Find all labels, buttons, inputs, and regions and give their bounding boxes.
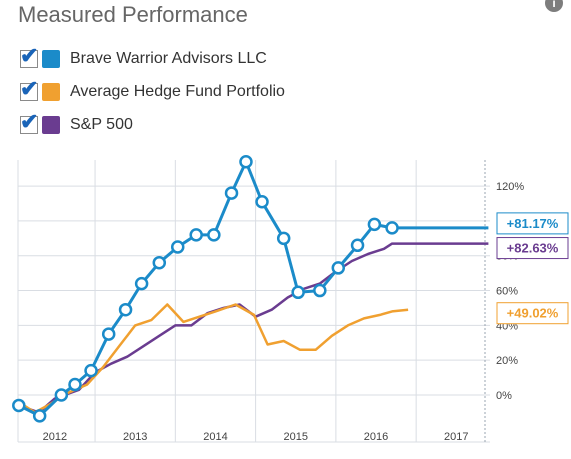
end-label-hedge-fund: +49.02%	[496, 302, 569, 325]
legend-item-hedge-fund[interactable]: ✔ Average Hedge Fund Portfolio	[20, 78, 285, 103]
plot-area	[18, 160, 490, 442]
series-markers	[12, 154, 399, 423]
data-point[interactable]	[170, 240, 185, 254]
info-icon[interactable]: i	[545, 0, 563, 12]
data-point[interactable]	[367, 217, 382, 232]
legend-swatch-brave-warrior	[42, 50, 60, 68]
end-label-box	[496, 212, 569, 235]
legend-label-brave-warrior: Brave Warrior Advisors LLC	[70, 50, 267, 67]
data-point[interactable]	[331, 261, 346, 275]
data-point[interactable]	[291, 285, 305, 300]
y-tick-label: 0%	[496, 390, 512, 402]
legend-item-sp500[interactable]: ✔ S&P 500	[20, 111, 285, 136]
x-tick-label: 2012	[43, 431, 67, 443]
x-tick-label: 2016	[364, 431, 388, 443]
data-point[interactable]	[189, 228, 203, 242]
end-labels: +49.02% +82.63% +81.17%	[496, 212, 569, 325]
data-point[interactable]	[68, 377, 82, 392]
end-label-sp500: +82.63%	[496, 237, 569, 260]
data-point[interactable]	[207, 228, 221, 242]
data-point[interactable]	[84, 363, 98, 378]
legend-swatch-sp500	[42, 116, 60, 134]
y-tick-label: 60%	[496, 286, 518, 298]
data-point[interactable]	[224, 186, 239, 200]
data-point[interactable]	[385, 221, 399, 235]
x-tick-label: 2017	[444, 431, 468, 443]
y-tick-label: 120%	[496, 181, 524, 193]
checkmark-icon: ✔	[20, 43, 39, 68]
legend-checkbox-brave-warrior[interactable]: ✔	[20, 45, 38, 68]
data-point[interactable]	[239, 154, 253, 169]
data-point[interactable]	[32, 409, 47, 423]
data-point[interactable]	[313, 283, 327, 298]
end-label-box	[496, 237, 569, 260]
legend-swatch-hedge-fund	[42, 83, 60, 101]
legend-label-sp500: S&P 500	[70, 116, 133, 133]
legend-checkbox-sp500[interactable]: ✔	[20, 111, 38, 134]
data-point[interactable]	[276, 231, 291, 246]
y-tick-label: 20%	[496, 355, 518, 367]
data-point[interactable]	[255, 195, 269, 209]
x-axis-ticks: 2012 2013 2014 2015 2016 2017	[43, 431, 469, 443]
data-point[interactable]	[12, 398, 26, 413]
end-label-text: +49.02%	[507, 306, 559, 321]
end-label-text: +82.63%	[507, 241, 559, 256]
data-point[interactable]	[54, 388, 69, 402]
data-point[interactable]	[134, 276, 149, 291]
end-label-text: +81.17%	[507, 216, 559, 231]
checkmark-icon: ✔	[20, 109, 39, 134]
legend-label-hedge-fund: Average Hedge Fund Portfolio	[70, 83, 285, 100]
legend-checkbox-hedge-fund[interactable]: ✔	[20, 78, 38, 101]
data-point[interactable]	[152, 255, 167, 270]
data-point[interactable]	[101, 327, 116, 341]
series-line-1	[18, 303, 409, 414]
data-point[interactable]	[350, 238, 365, 253]
legend-item-brave-warrior[interactable]: ✔ Brave Warrior Advisors LLC	[20, 45, 285, 70]
end-label-brave-warrior: +81.17%	[496, 212, 569, 235]
chart-title: Measured Performance	[18, 2, 248, 27]
x-tick-label: 2014	[203, 431, 227, 443]
data-point[interactable]	[118, 302, 133, 317]
end-label-box	[496, 302, 569, 325]
x-tick-label: 2015	[283, 431, 307, 443]
checkmark-icon: ✔	[20, 76, 39, 101]
x-tick-label: 2013	[123, 431, 147, 443]
legend: ✔ Brave Warrior Advisors LLC ✔ Average H…	[20, 45, 285, 147]
